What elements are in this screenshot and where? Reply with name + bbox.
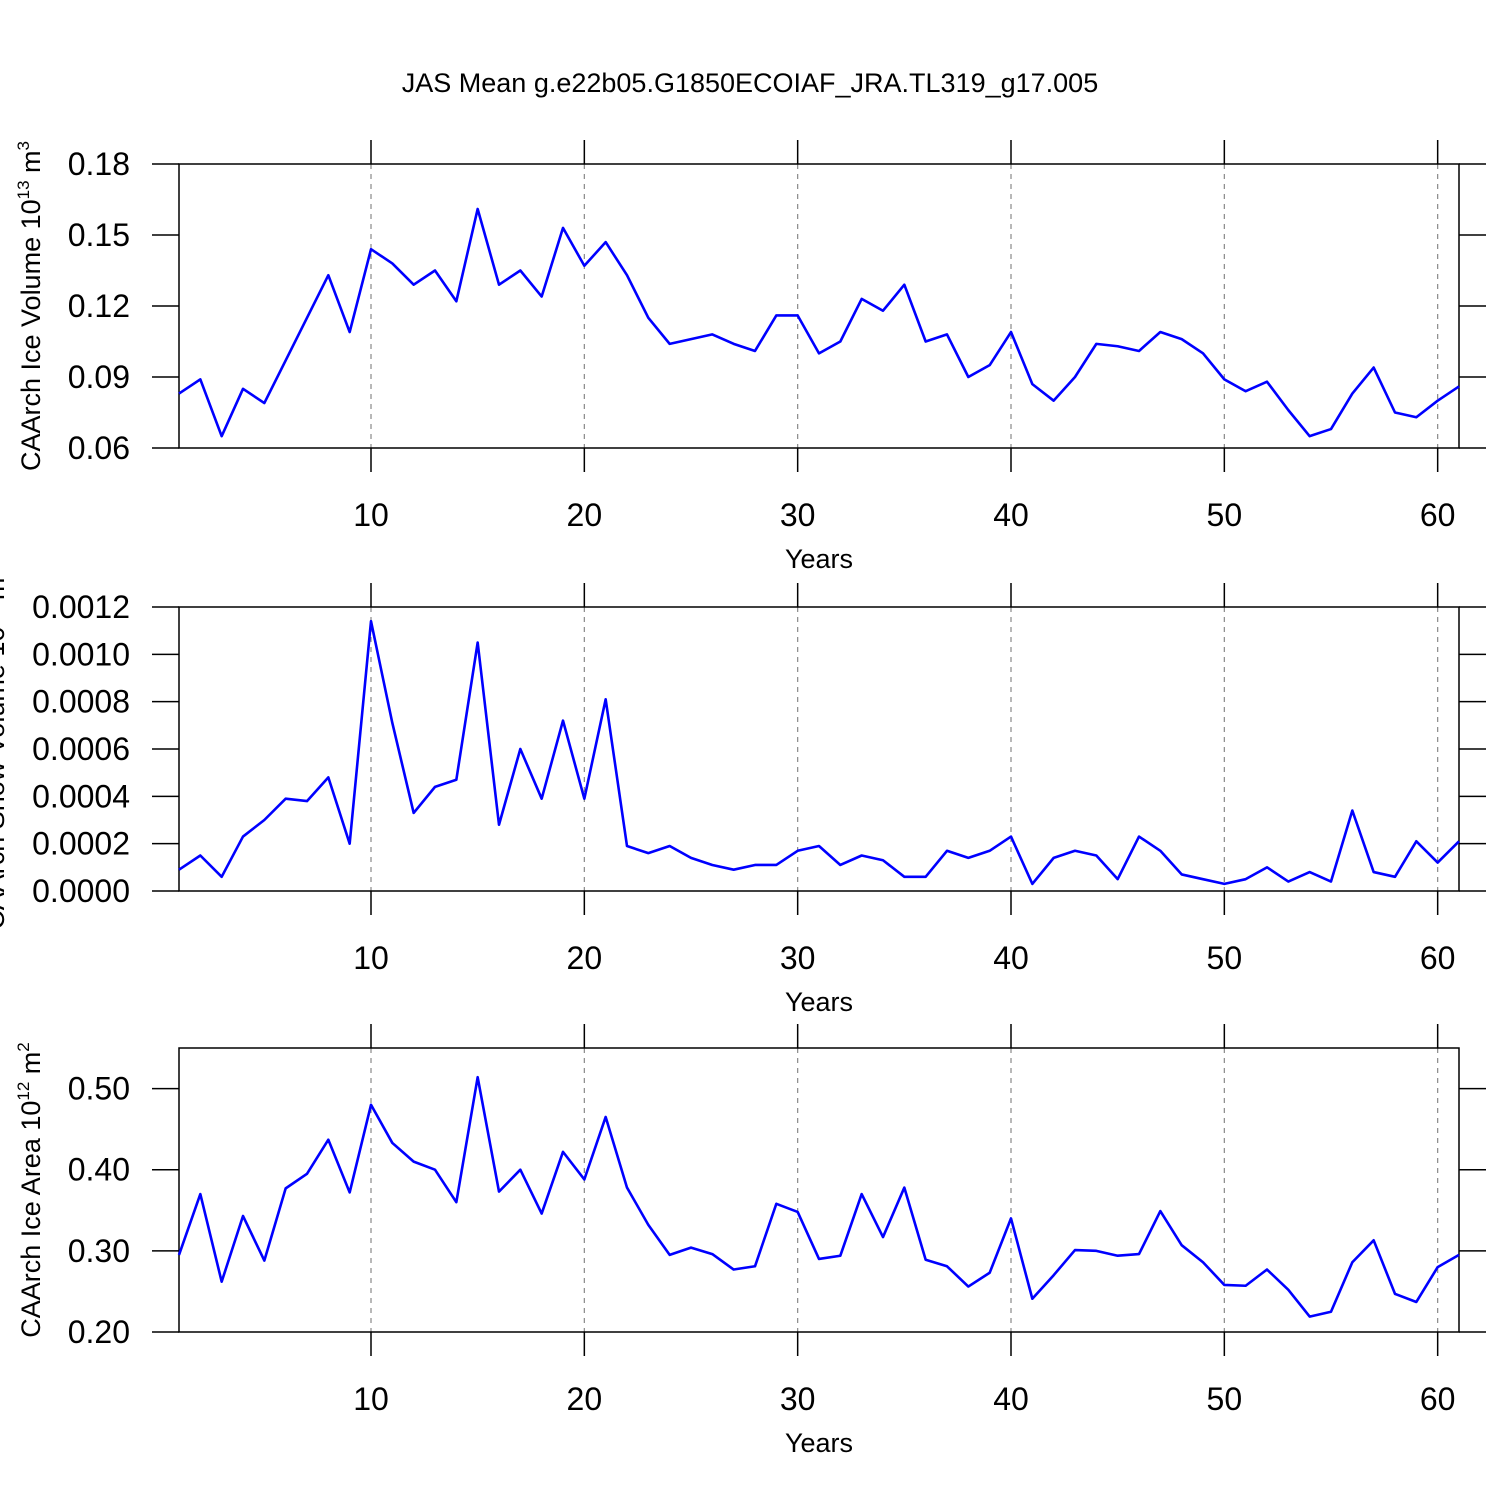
plot-frame [178,163,1460,449]
data-line [178,207,1460,438]
y-tick-label: 0.20 [68,1314,130,1350]
x-tick-label: 40 [993,497,1029,533]
chart-title: JAS Mean g.e22b05.G1850ECOIAF_JRA.TL319_… [402,68,1098,98]
y-tick-label: 0.15 [68,217,130,253]
y-tick-label: 0.0006 [32,731,130,767]
x-tick-label: 50 [1207,497,1243,533]
x-tick-label: 50 [1207,1381,1243,1417]
x-axis-label: Years [785,987,853,1017]
x-tick-label: 60 [1420,1381,1456,1417]
x-tick-label: 30 [780,940,816,976]
x-axis-label: Years [785,1428,853,1458]
data-line [177,1075,1460,1318]
x-tick-label: 10 [353,497,389,533]
x-tick-label: 30 [780,1381,816,1417]
y-axis-label-unit: m [16,150,46,180]
plot-frame [178,606,1460,892]
y-tick-label: 0.06 [68,430,130,466]
y-axis-label-exponent: 2 [14,1042,33,1051]
y-tick-label: 0.0002 [32,826,130,862]
plot-frame [178,1047,1460,1333]
x-tick-label: 40 [993,1381,1029,1417]
x-tick-label: 60 [1420,497,1456,533]
y-axis-label-unit: m [16,1052,46,1082]
y-axis-label-exponent: 13 [14,180,33,199]
y-tick-label: 0.0012 [32,589,130,625]
y-tick-label: 0.09 [68,359,130,395]
data-line [178,619,1460,886]
y-tick-label: 0.12 [68,288,130,324]
x-tick-label: 20 [567,497,603,533]
panel: 10 20 30 40 50 60 0.06 0.09 0.12 0.15 0.18 Years CAA… [14,140,1486,574]
y-axis-label: CAArch Ice Area 1012 m2 [14,1042,46,1338]
x-tick-label: 50 [1207,940,1243,976]
y-axis-label: CAArch Ice Volume 1013 m3 [14,141,46,471]
y-tick-label: 0.0004 [32,778,130,814]
x-tick-label: 40 [993,940,1029,976]
x-tick-label: 20 [567,940,603,976]
panel: 10 20 30 40 50 60 0.20 0.30 0.40 0.50 Years CAArch … [14,1024,1486,1458]
x-tick-label: 10 [353,940,389,976]
y-tick-label: 0.0010 [32,636,130,672]
y-axis-label-exponent: 12 [14,1082,33,1101]
y-tick-label: 0.50 [68,1071,130,1107]
x-tick-label: 30 [780,497,816,533]
y-axis-label-unit: m [0,578,10,608]
y-axis-label-text: CAArch Snow Volume 10 [0,627,10,930]
y-axis-label-text: CAArch Ice Volume 10 [16,199,46,471]
x-axis-label: Years [785,544,853,574]
y-axis-label: CAArch Snow Volume 1013 m3 [0,568,10,930]
y-tick-label: 0.0000 [32,873,130,909]
x-tick-label: 20 [567,1381,603,1417]
y-tick-label: 0.18 [68,146,130,182]
y-axis-label-text: CAArch Ice Area 10 [16,1101,46,1338]
y-tick-label: 0.30 [68,1233,130,1269]
panel: 10 20 30 40 50 60 0.0000 0.0002 0.0004 0.0006 0.00… [0,568,1486,1017]
y-tick-label: 0.0008 [32,684,130,720]
y-axis-label-exponent: 3 [14,141,33,150]
y-tick-label: 0.40 [68,1152,130,1188]
x-tick-label: 60 [1420,940,1456,976]
x-tick-label: 10 [353,1381,389,1417]
